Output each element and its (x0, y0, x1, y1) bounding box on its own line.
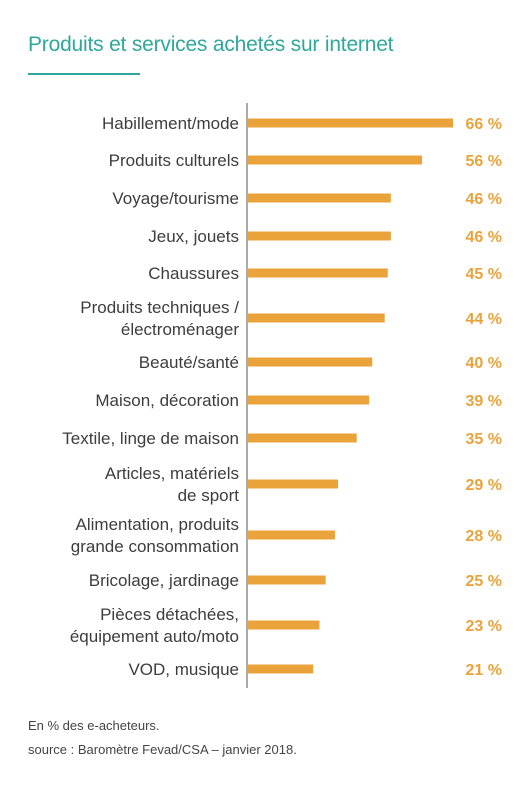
value-label: 45 % (466, 266, 502, 283)
bar (248, 479, 339, 489)
category-label: Jeux, jouets (148, 227, 239, 246)
bar (248, 395, 370, 405)
category-label: Textile, linge de maison (62, 429, 239, 448)
value-label: 46 % (466, 191, 502, 208)
bar (248, 313, 385, 323)
category-label: Alimentation, produits grande consommatio… (71, 515, 239, 556)
category-label: Produits techniques / électroménager (80, 298, 239, 339)
value-label: 23 % (466, 618, 502, 635)
value-label: 46 % (466, 229, 502, 246)
bar (248, 530, 335, 540)
bar (248, 664, 314, 674)
bar (248, 433, 357, 443)
category-label: Voyage/tourisme (112, 189, 239, 208)
chart-title: Produits et services achetés sur interne… (28, 33, 394, 56)
value-label: 25 % (466, 573, 502, 590)
bar (248, 193, 391, 203)
title-underline (28, 73, 140, 75)
bar (248, 268, 388, 278)
category-label: Pièces détachées, équipement auto/moto (70, 605, 239, 646)
bar (248, 155, 422, 165)
value-label: 35 % (466, 431, 502, 448)
bar (248, 231, 391, 241)
value-label: 56 % (466, 153, 502, 170)
value-label: 66 % (466, 116, 502, 133)
category-label: Articles, matériels de sport (105, 464, 239, 505)
value-label: 21 % (466, 662, 502, 679)
value-label: 28 % (466, 528, 502, 545)
value-label: 44 % (466, 311, 502, 328)
bar (248, 357, 373, 367)
value-label: 39 % (466, 393, 502, 410)
category-label: Beauté/santé (139, 353, 239, 372)
category-label: Habillement/mode (102, 114, 239, 133)
footnote: En % des e-acheteurs. (28, 718, 160, 733)
bar-chart: Habillement/mode 66 % Produits culturels 56… (62, 103, 502, 688)
category-label: Produits culturels (109, 151, 239, 170)
source-note: source : Baromètre Fevad/CSA – janvier 2… (28, 742, 297, 757)
category-label: VOD, musique (128, 660, 239, 679)
value-label: 29 % (466, 477, 502, 494)
category-label: Maison, décoration (95, 391, 239, 410)
category-label: Bricolage, jardinage (89, 571, 239, 590)
chart-marks: Habillement/mode 66 % Produits culturels 56… (62, 114, 502, 679)
bar (248, 575, 326, 585)
category-label: Chaussures (148, 264, 239, 283)
bar (248, 118, 453, 128)
bar (248, 620, 320, 630)
value-label: 40 % (466, 355, 502, 372)
